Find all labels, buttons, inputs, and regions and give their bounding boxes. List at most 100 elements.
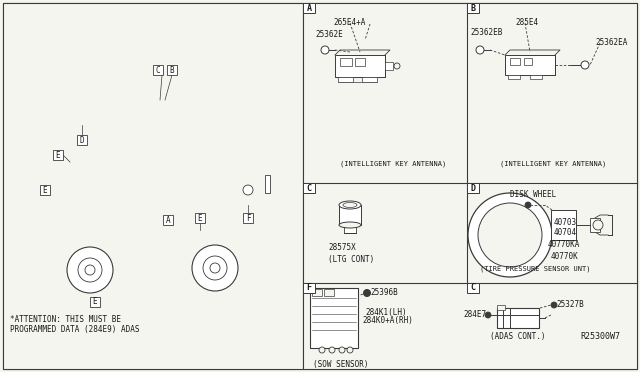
Text: E: E (56, 151, 60, 160)
Bar (77, 135, 87, 145)
Bar (338, 77, 353, 82)
Text: 25396B: 25396B (370, 288, 397, 297)
Bar (53, 150, 63, 160)
Circle shape (593, 220, 603, 230)
Text: (LTG CONT): (LTG CONT) (328, 255, 374, 264)
Circle shape (329, 347, 335, 353)
Circle shape (210, 263, 220, 273)
Text: F: F (246, 214, 250, 222)
Bar (362, 77, 377, 82)
Bar (303, 183, 315, 193)
Bar (355, 58, 365, 66)
Bar (265, 175, 270, 193)
Circle shape (339, 347, 345, 353)
Circle shape (192, 245, 238, 291)
Bar (3, 3, 303, 369)
Text: 40704: 40704 (554, 228, 577, 237)
Text: 40770K: 40770K (551, 252, 579, 261)
Text: 284E7: 284E7 (464, 310, 487, 319)
Bar (90, 297, 100, 307)
Circle shape (525, 202, 531, 208)
Circle shape (321, 46, 329, 54)
Circle shape (478, 203, 542, 267)
Text: E: E (93, 298, 97, 307)
Bar (467, 183, 479, 193)
Circle shape (347, 347, 353, 353)
Bar (153, 65, 163, 75)
Bar (590, 218, 600, 232)
Text: F: F (307, 283, 312, 292)
Bar (163, 215, 173, 225)
Circle shape (85, 265, 95, 275)
Circle shape (394, 63, 400, 69)
Text: B: B (470, 3, 476, 13)
Ellipse shape (339, 201, 361, 209)
Bar (467, 3, 479, 13)
Circle shape (476, 46, 484, 54)
Text: 40703: 40703 (554, 218, 577, 227)
Text: *ATTENTION: THIS MUST BE
PROGRAMMED DATA (284E9) ADAS: *ATTENTION: THIS MUST BE PROGRAMMED DATA… (10, 315, 140, 334)
Text: R25300W7: R25300W7 (580, 332, 620, 341)
Text: C: C (156, 65, 160, 74)
Circle shape (485, 312, 491, 318)
Bar (505, 55, 555, 75)
Text: 25327B: 25327B (556, 300, 584, 309)
Circle shape (581, 61, 589, 69)
Bar (530, 75, 542, 79)
Circle shape (468, 193, 552, 277)
Circle shape (78, 258, 102, 282)
Text: (ADAS CONT.): (ADAS CONT.) (490, 332, 545, 341)
Bar (340, 58, 352, 66)
Ellipse shape (339, 222, 361, 228)
Text: C: C (307, 183, 312, 192)
Text: 284K1(LH): 284K1(LH) (365, 308, 406, 317)
Bar (508, 75, 520, 79)
Bar (339, 205, 361, 225)
Bar (312, 289, 322, 296)
Bar (303, 3, 315, 13)
Bar (303, 283, 315, 293)
Text: 40770KA: 40770KA (548, 240, 580, 249)
Bar (497, 305, 505, 310)
Bar (524, 58, 532, 65)
Text: E: E (43, 186, 47, 195)
Text: 284K0+A(RH): 284K0+A(RH) (362, 316, 413, 325)
Bar (167, 65, 177, 75)
Circle shape (67, 247, 113, 293)
Circle shape (364, 289, 371, 296)
Bar (335, 55, 385, 77)
Bar (344, 225, 356, 233)
Text: (SOW SENSOR): (SOW SENSOR) (313, 360, 369, 369)
Text: 25362EB: 25362EB (470, 28, 502, 37)
Text: 28575X: 28575X (328, 243, 356, 252)
Text: 25362EA: 25362EA (595, 38, 627, 47)
Text: 25362E: 25362E (315, 30, 343, 39)
Bar (467, 283, 479, 293)
Text: 265E4+A: 265E4+A (334, 18, 366, 27)
Text: 285E4: 285E4 (515, 18, 538, 27)
Text: (INTELLIGENT KEY ANTENNA): (INTELLIGENT KEY ANTENNA) (500, 160, 606, 167)
Bar (243, 213, 253, 223)
Text: (INTELLIGENT KEY ANTENNA): (INTELLIGENT KEY ANTENNA) (340, 160, 446, 167)
Text: (TIRE PRESSURE SENSOR UNT): (TIRE PRESSURE SENSOR UNT) (480, 265, 591, 272)
Bar (510, 58, 520, 65)
Text: DISK WHEEL: DISK WHEEL (510, 190, 556, 199)
Text: A: A (307, 3, 312, 13)
Circle shape (243, 185, 253, 195)
Bar (324, 289, 334, 296)
Bar (385, 62, 393, 70)
Circle shape (203, 256, 227, 280)
Bar (195, 213, 205, 223)
Circle shape (551, 302, 557, 308)
Text: D: D (470, 183, 476, 192)
Ellipse shape (343, 202, 357, 208)
Bar (551, 210, 576, 240)
Text: E: E (198, 214, 202, 222)
Bar (303, 3, 637, 369)
Text: B: B (170, 65, 174, 74)
Bar (497, 308, 539, 328)
Text: D: D (80, 135, 84, 144)
Text: A: A (166, 215, 170, 224)
Bar (40, 185, 50, 195)
Circle shape (319, 347, 325, 353)
